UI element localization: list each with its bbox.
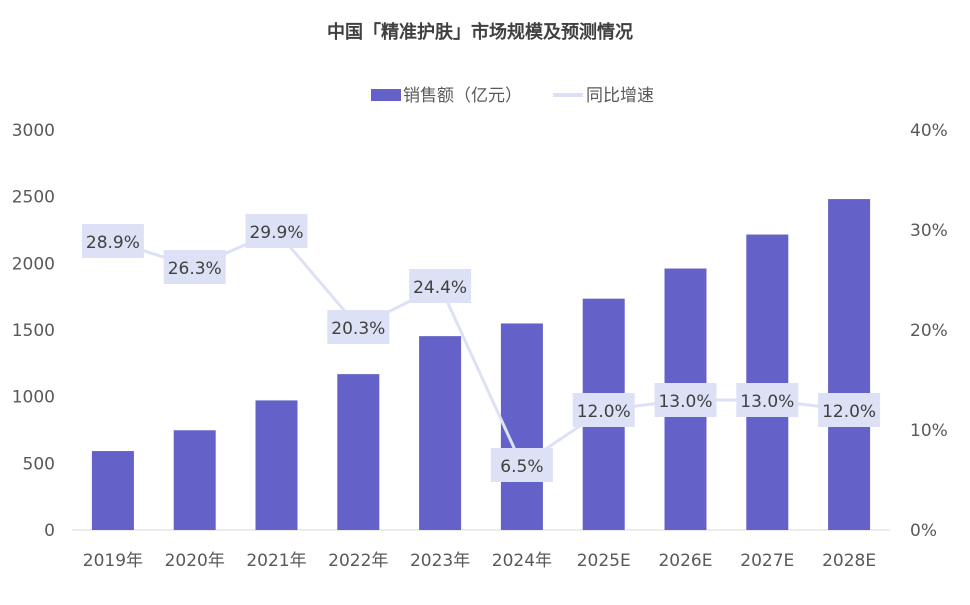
growth-line	[112, 229, 850, 467]
y-left-tick-label: 2500	[12, 188, 55, 208]
data-label: 12.0%	[822, 402, 876, 422]
y-right-tick-label: 0%	[910, 521, 937, 541]
x-tick-label: 2022年	[328, 551, 388, 571]
legend-line-label: 同比增速	[586, 86, 654, 106]
x-tick-label: 2024年	[492, 551, 552, 571]
bar	[91, 451, 134, 530]
data-label-bg	[81, 224, 144, 258]
data-label: 26.3%	[168, 259, 222, 279]
bar	[419, 336, 462, 530]
y-right-tick-label: 30%	[910, 221, 948, 241]
data-label: 29.9%	[249, 223, 303, 243]
data-label-bg	[736, 383, 799, 417]
data-label: 6.5%	[500, 457, 543, 477]
legend: 销售额（亿元） 同比增速	[371, 86, 654, 106]
x-tick-label: 2026E	[658, 551, 712, 571]
y-left-tick-label: 1500	[12, 321, 55, 341]
bar	[337, 374, 380, 530]
data-label: 12.0%	[577, 402, 631, 422]
y-right-tick-label: 40%	[910, 121, 948, 141]
y-left-tick-label: 2000	[12, 254, 55, 274]
chart-title: 中国「精准护肤」市场规模及预测情况	[327, 21, 633, 43]
data-label-bg	[490, 448, 553, 482]
legend-bar-swatch	[371, 89, 401, 101]
data-label-bg	[327, 310, 390, 344]
y-left-tick-label: 0	[44, 521, 55, 541]
x-tick-label: 2020年	[165, 551, 225, 571]
legend-bar-label: 销售额（亿元）	[403, 86, 522, 106]
bar	[746, 234, 789, 531]
x-tick-label: 2023年	[410, 551, 470, 571]
data-label-bg	[245, 214, 308, 248]
data-label-bg	[572, 393, 635, 427]
y-right-tick-label: 20%	[910, 321, 948, 341]
data-label: 13.0%	[740, 392, 794, 412]
data-label-bg	[818, 393, 881, 427]
bar	[500, 323, 543, 530]
x-tick-label: 2019年	[83, 551, 143, 571]
data-label: 20.3%	[331, 319, 385, 339]
x-tick-label: 2025E	[577, 551, 631, 571]
data-label-bg	[163, 250, 226, 284]
y-right-tick-label: 10%	[910, 421, 948, 441]
y-left-tick-label: 500	[23, 454, 55, 474]
data-label: 28.9%	[86, 233, 140, 253]
y-left-tick-label: 3000	[12, 121, 55, 141]
data-label: 24.4%	[413, 278, 467, 298]
bar	[828, 199, 871, 531]
data-label-bg	[409, 269, 472, 303]
x-tick-label: 2027E	[740, 551, 794, 571]
x-tick-label: 2028E	[822, 551, 876, 571]
bar	[173, 430, 216, 530]
bar	[255, 400, 298, 530]
x-tick-label: 2021年	[246, 551, 306, 571]
y-left-tick-label: 1000	[12, 388, 55, 408]
data-label-bg	[654, 383, 717, 417]
data-label: 13.0%	[658, 392, 712, 412]
